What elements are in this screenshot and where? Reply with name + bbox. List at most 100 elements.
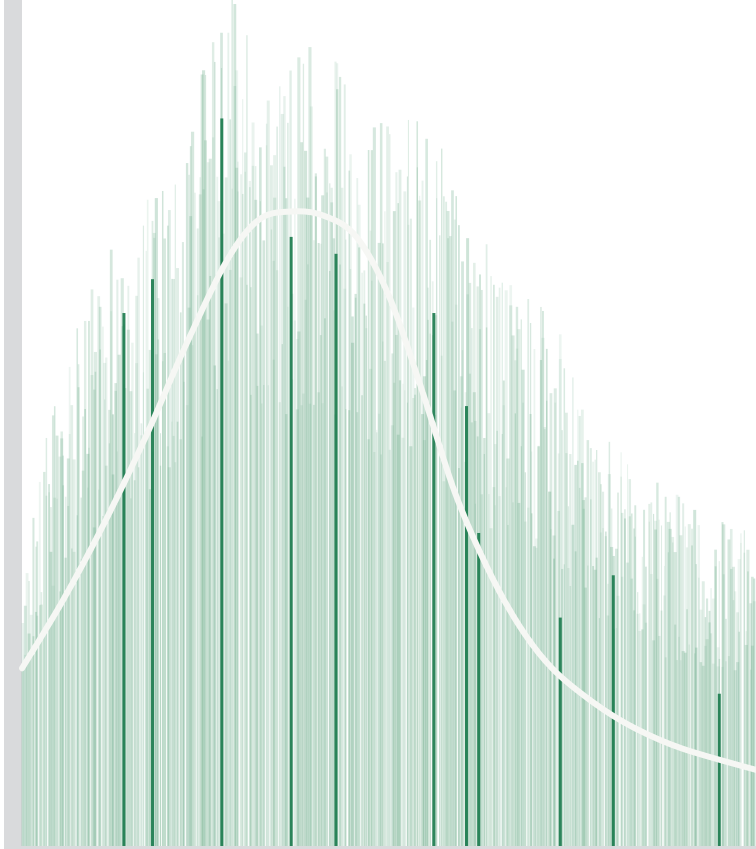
dense-bar <box>187 307 191 846</box>
dense-bar <box>213 365 217 846</box>
dense-bar <box>176 268 179 846</box>
dense-bar <box>272 359 275 846</box>
dense-bar <box>407 119 409 847</box>
dense-bar <box>181 242 184 846</box>
dense-bar <box>369 368 373 846</box>
highlight-bar <box>122 313 126 846</box>
dense-bar <box>453 390 457 846</box>
dense-bar <box>191 345 194 846</box>
dense-bar <box>673 552 677 846</box>
dense-bar <box>250 394 252 846</box>
dense-bar <box>451 190 454 846</box>
dense-bar <box>654 529 657 846</box>
dense-bar <box>218 237 221 846</box>
dense-bar <box>449 236 452 846</box>
dense-bar <box>383 360 386 846</box>
dense-bar <box>354 293 357 846</box>
dense-bar <box>84 408 87 846</box>
dense-bar <box>140 435 143 846</box>
dense-bar <box>256 333 259 846</box>
highlight-bar <box>289 236 293 846</box>
dense-bar <box>750 669 752 846</box>
dense-bar <box>750 645 754 846</box>
dense-bar <box>111 414 114 846</box>
dense-bar <box>537 446 540 846</box>
dense-bar <box>330 202 334 846</box>
dense-bar <box>304 299 307 846</box>
dense-bar <box>606 615 610 846</box>
dense-bar <box>725 661 727 846</box>
dense-bar <box>172 435 175 846</box>
dense-bar <box>376 429 378 846</box>
dense-bar <box>439 235 441 846</box>
dense-bar <box>434 414 437 846</box>
dense-bar <box>509 285 513 846</box>
dense-bar <box>626 562 629 846</box>
dense-bar <box>251 122 255 847</box>
dense-bar <box>615 548 618 846</box>
dense-bar <box>388 449 391 846</box>
dense-bar <box>267 385 269 846</box>
dense-bar <box>540 306 542 846</box>
dense-bar <box>520 319 522 846</box>
dense-bar <box>699 609 703 846</box>
dense-bar <box>380 454 382 846</box>
dense-bar <box>714 566 717 846</box>
dense-bar <box>265 145 268 847</box>
dense-bar <box>51 585 55 846</box>
dense-bar <box>514 413 517 846</box>
dense-bar <box>641 556 643 846</box>
dense-bar <box>87 487 89 846</box>
dense-bar <box>396 434 400 846</box>
dense-bar <box>567 568 570 846</box>
dense-bar <box>550 529 552 846</box>
dense-bar <box>116 279 119 846</box>
dense-bar <box>214 61 216 846</box>
dense-bar <box>669 512 671 846</box>
dense-bar <box>412 307 415 846</box>
dense-bar <box>377 242 381 846</box>
dense-bar <box>246 284 248 846</box>
dense-bar <box>104 399 106 846</box>
dense-bar <box>414 394 417 846</box>
dense-bar <box>580 409 584 846</box>
dense-bar <box>108 409 111 846</box>
dense-bar <box>72 459 76 846</box>
dense-bar <box>171 278 173 846</box>
dense-bar <box>542 310 544 847</box>
dense-bar <box>319 335 322 846</box>
dense-bar <box>663 595 666 846</box>
dense-bar <box>144 431 148 846</box>
dense-bar <box>648 503 651 846</box>
dense-bar <box>80 497 82 846</box>
dense-bar <box>688 644 691 846</box>
dense-bar <box>35 546 37 846</box>
dense-bar <box>102 326 104 847</box>
dense-bar <box>140 423 143 846</box>
dense-bar <box>77 387 80 846</box>
dense-bar <box>524 472 527 846</box>
dense-bar <box>557 453 560 846</box>
dense-bar <box>260 325 264 846</box>
dense-bar <box>564 412 568 846</box>
dense-bar <box>176 421 179 846</box>
dense-bar <box>26 661 28 846</box>
dense-bar <box>127 285 130 846</box>
dense-bar <box>572 377 574 846</box>
dense-bar <box>308 403 312 846</box>
dense-bar <box>504 290 508 846</box>
dense-bar <box>416 167 418 846</box>
dense-bar <box>537 445 540 846</box>
dense-bar <box>569 454 572 846</box>
dense-bar <box>235 70 239 847</box>
dense-bar <box>429 239 432 847</box>
dense-bar <box>266 100 270 847</box>
dense-bar <box>357 204 361 846</box>
dense-bar <box>733 670 737 846</box>
dense-bar <box>300 405 303 846</box>
dense-bar <box>278 402 281 846</box>
dense-bar <box>231 0 233 846</box>
dense-bar <box>90 289 94 846</box>
dense-bar <box>601 491 605 846</box>
dense-bar <box>382 341 384 846</box>
